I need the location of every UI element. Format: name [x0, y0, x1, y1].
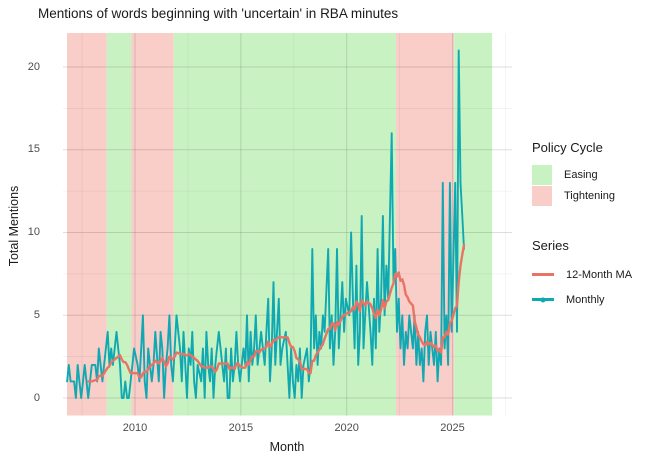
x-tick-label: 2015 [228, 422, 254, 434]
y-tick-label: 0 [33, 391, 40, 404]
ma-line-key [532, 273, 554, 276]
region-easing [454, 33, 493, 416]
easing-swatch [532, 164, 552, 185]
region-tightening [67, 33, 107, 416]
tightening-label: Tightening [564, 189, 615, 202]
legend: Policy Cycle Easing Tightening Series 12… [532, 140, 650, 312]
legend-policy-title: Policy Cycle [532, 140, 603, 155]
x-tick-label: 2025 [440, 422, 465, 434]
ma-line [86, 243, 466, 383]
chart-title: Mentions of words beginning with 'uncert… [38, 6, 399, 21]
y-tick-label: 15 [27, 143, 40, 156]
x-tick-label: 2010 [122, 422, 148, 434]
x-tick-label: 2020 [334, 422, 359, 434]
legend-item-monthly: Monthly [532, 287, 650, 312]
monthly-line [66, 49, 465, 399]
x-axis-label: Month [269, 440, 305, 454]
monthly-label: Monthly [566, 293, 605, 306]
y-tick-label: 20 [27, 60, 40, 73]
y-tick-label: 5 [33, 308, 40, 321]
legend-series-title: Series [532, 238, 569, 253]
y-tick-label: 10 [27, 226, 40, 238]
tightening-swatch [532, 185, 552, 206]
monthly-line-key [532, 297, 554, 302]
monthly-point-key [540, 297, 546, 302]
ma-label: 12-Month MA [566, 268, 633, 281]
legend-item-ma: 12-Month MA [532, 262, 650, 287]
easing-label: Easing [564, 168, 598, 181]
legend-item-easing: Easing [532, 164, 650, 185]
legend-item-tightening: Tightening [532, 185, 650, 206]
